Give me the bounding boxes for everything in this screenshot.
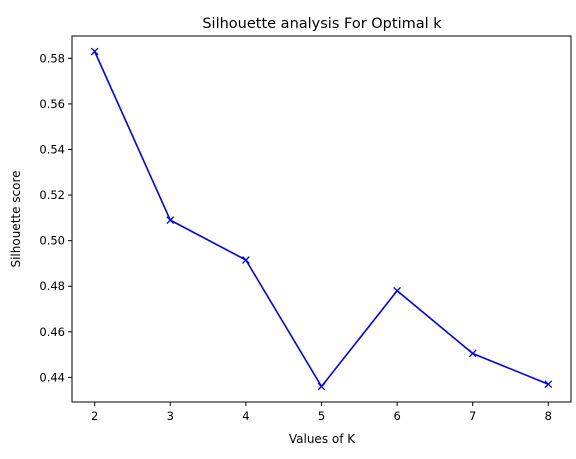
data-point-marker <box>468 349 477 358</box>
x-axis-label: Values of K <box>289 432 356 446</box>
x-tick-label: 2 <box>91 409 98 423</box>
y-tick-label: 0.48 <box>39 279 65 293</box>
x-tick-label: 4 <box>242 409 249 423</box>
data-point-marker <box>242 256 250 264</box>
y-tick-label: 0.56 <box>39 97 65 111</box>
y-tick-label: 0.44 <box>39 370 65 384</box>
y-tick-label: 0.46 <box>39 325 65 339</box>
data-point-marker <box>166 216 175 224</box>
y-axis-ticks: 0.44 0.46 0.48 0.50 0.52 0.54 0.56 0.58 <box>39 51 72 384</box>
x-tick-label: 8 <box>545 409 552 423</box>
plot-area-frame <box>71 35 572 403</box>
x-tick-label: 6 <box>393 409 400 423</box>
data-point-marker <box>393 286 401 295</box>
series-line <box>93 50 550 388</box>
x-tick-label: 5 <box>318 409 325 423</box>
y-tick-label: 0.54 <box>39 142 65 156</box>
y-tick-label: 0.52 <box>39 188 65 202</box>
x-tick-label: 7 <box>469 409 476 423</box>
y-tick-label: 0.58 <box>39 51 65 65</box>
y-axis-label: Silhouette score <box>9 170 23 267</box>
data-point-marker <box>544 380 553 389</box>
chart-title: Silhouette analysis For Optimal k <box>202 16 442 32</box>
data-point-marker <box>90 47 99 56</box>
series-layer <box>90 47 553 391</box>
x-axis-ticks: 2 3 4 5 6 7 8 <box>91 402 552 423</box>
y-tick-label: 0.50 <box>39 234 65 248</box>
x-tick-label: 3 <box>167 409 174 423</box>
data-point-marker <box>317 382 326 391</box>
